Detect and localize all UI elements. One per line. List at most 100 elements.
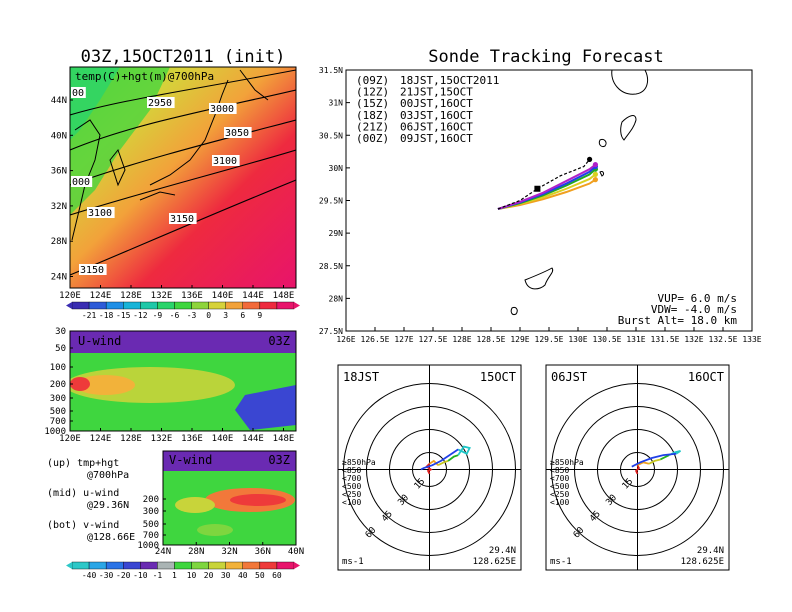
hodograph-level-label: <100 (342, 498, 361, 507)
coastline-north (239, 69, 269, 101)
track-param: VDW= -4.0 m/s (651, 303, 737, 316)
colorbar-label: 3 (223, 311, 228, 320)
map-frame (69, 66, 297, 289)
map-lon-tick: 124E (90, 291, 112, 301)
colorbar-swatch (71, 561, 90, 570)
track-legend-time: 06JST,16OCT (400, 120, 473, 133)
colorbar-label: 30 (221, 571, 231, 580)
left-title: 03Z,15OCT2011 (init) (81, 47, 286, 67)
side-legend-bot-line2: @128.66E (87, 532, 136, 543)
side-legend-mid: (mid) u-wind @29.36N (47, 488, 129, 512)
colorbar-swatch (105, 561, 124, 570)
contour-label-bg (71, 87, 86, 98)
hodograph-segment (660, 454, 670, 461)
track-legend-code: (21Z) (356, 120, 389, 133)
map-lat-tick: 28N (51, 237, 67, 247)
colorbar-swatch (140, 561, 158, 570)
contour-3050 (70, 119, 296, 186)
colorbar-swatch (259, 301, 278, 310)
side-legend-up-line1: (up) tmp+hgt (47, 458, 120, 469)
track-lon-tick: 132.5E (709, 335, 738, 344)
hodograph-segment (457, 445, 471, 456)
map-lon-tick: 132E (151, 291, 173, 301)
map-lon-ticks: 120E 124E 128E 132E 136E 140E 144E 148E (59, 285, 294, 301)
colorbar-label: 0 (206, 311, 211, 320)
contour-label-bg (212, 155, 240, 166)
track-lat-tick: 31N (329, 99, 344, 108)
colorbar-label: -3 (187, 311, 197, 320)
colorbar-swatch (259, 561, 278, 570)
colorbar-swatch (242, 561, 261, 570)
hodograph-level-label: ≥850hPa (550, 458, 584, 467)
hodograph-level-label: <700 (342, 474, 361, 483)
colorbar-label: -20 (116, 571, 131, 580)
island-amami (524, 267, 554, 290)
vwind-low (197, 524, 233, 536)
map-lon-tick: 144E (242, 291, 264, 301)
hodograph-segment (420, 448, 459, 471)
contour-label: 3150 (170, 214, 194, 225)
track-lon-tick: 131E (626, 335, 645, 344)
uwind-x-ticks: 120E 124E 128E 132E 136E 140E 144E 148E (59, 428, 294, 444)
vwind-y-tick: 500 (143, 520, 159, 530)
contour-label: 3150 (80, 265, 104, 276)
side-legend-bot-line1: (bot) v-wind (47, 520, 120, 531)
track-lon-tick: 129.5E (535, 335, 564, 344)
vwind-upper-band (163, 451, 296, 471)
colorbar-swatch (123, 301, 141, 310)
map-panel: temp(C)+hgt(m)@700hPa 00 2950 3000 3050 3100… (51, 66, 297, 301)
uwind-x-tick: 136E (181, 434, 203, 444)
vwind-x-tick: 40N (288, 547, 304, 557)
track-param: VUP= 6.0 m/s (658, 292, 737, 305)
hodograph-level-label: <700 (550, 474, 569, 483)
map-lat-tick: 40N (51, 131, 67, 141)
island-small-1 (599, 171, 604, 177)
hodograph-units: ms-1 (342, 557, 364, 567)
uwind-y-tick: 30 (55, 327, 66, 337)
vwind-x-ticks: 24N 28N 32N 36N 40N (155, 542, 304, 557)
track-endpoint (592, 171, 599, 177)
contour-label: 3000 (210, 104, 234, 115)
coastline-japan (139, 79, 229, 201)
colorbar-swatch (88, 301, 107, 310)
map-lon-tick: 140E (212, 291, 234, 301)
track-legend-code: (12Z) (356, 86, 389, 99)
hodograph-level-label: <500 (550, 482, 569, 491)
coldest-region (70, 67, 120, 140)
colorbar-label: 50 (255, 571, 265, 580)
uwind-label: U-wind (78, 334, 121, 348)
track-endpoint (592, 162, 599, 168)
colorbar-swatch (208, 561, 226, 570)
track-legend-time: 00JST,16OCT (400, 97, 473, 110)
island-yakushima (598, 139, 607, 147)
vwind-y-tick: 1000 (137, 541, 159, 551)
colorbar-swatch (157, 301, 175, 310)
colorbar-label: -1 (153, 571, 163, 580)
contour-labels: 00 2950 3000 3050 3100 000 3100 3150 3150 (71, 87, 252, 276)
colorbar-swatch (276, 561, 295, 570)
hodograph-segment (437, 460, 449, 467)
track-legend-time: 21JST,15OCT (400, 86, 473, 99)
uwind-x-tick: 132E (151, 434, 173, 444)
colorbar-arrow-right (294, 302, 300, 309)
contour-label-bg (169, 213, 197, 224)
colorbar-arrow-left (66, 562, 72, 569)
track-lat-tick: 31.5N (319, 66, 343, 75)
uwind-y-tick: 50 (55, 344, 66, 354)
hodograph-date: 16OCT (688, 370, 724, 384)
coastline-china (71, 119, 101, 241)
colorbar-swatch (123, 561, 141, 570)
vwind-south (175, 497, 215, 513)
map-lat-ticks: 44N 40N 36N 32N 28N 24N (51, 96, 73, 283)
vwind-time: 03Z (268, 453, 290, 467)
contour-label-bg (209, 103, 237, 114)
hodograph-date: 15OCT (480, 370, 516, 384)
track-lon-tick: 127.5E (419, 335, 448, 344)
vwind-x-tick: 28N (188, 547, 204, 557)
colorbar-label: 20 (204, 571, 214, 580)
hodograph-lon: 128.625E (473, 557, 516, 567)
track-lon-tick: 132E (684, 335, 703, 344)
colorbar-arrow-left (66, 302, 72, 309)
uwind-x-tick: 140E (212, 434, 234, 444)
